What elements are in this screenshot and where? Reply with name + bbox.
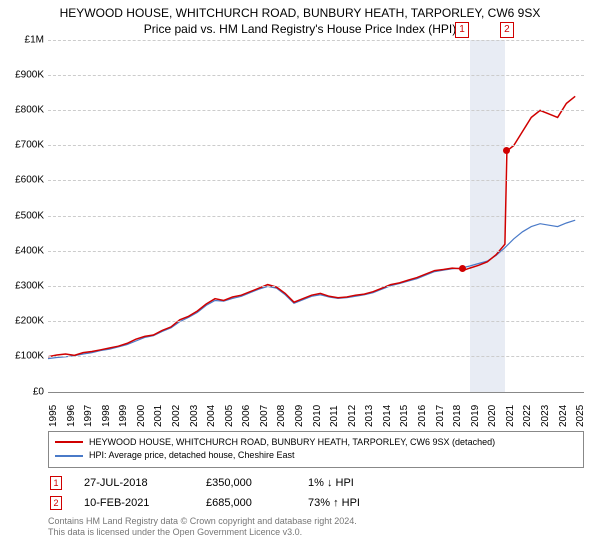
xtick-label: 2023 [540, 404, 551, 426]
xtick-label: 2012 [347, 404, 358, 426]
sale-point-dot [459, 265, 466, 272]
sale-row-marker: 2 [50, 496, 62, 510]
ytick-label: £1M [2, 34, 44, 45]
xtick-label: 1996 [66, 404, 77, 426]
xtick-label: 2010 [312, 404, 323, 426]
xtick-label: 2003 [189, 404, 200, 426]
ytick-label: £300K [2, 280, 44, 291]
xtick-label: 2016 [417, 404, 428, 426]
xtick-label: 2009 [294, 404, 305, 426]
xtick-label: 2017 [435, 404, 446, 426]
xtick-label: 2024 [558, 404, 569, 426]
xtick-label: 1998 [101, 404, 112, 426]
gridline-h [48, 216, 584, 217]
chart-legend: HEYWOOD HOUSE, WHITCHURCH ROAD, BUNBURY … [48, 431, 584, 468]
attribution-line1: Contains HM Land Registry data © Crown c… [48, 516, 584, 528]
ytick-label: £800K [2, 104, 44, 115]
gridline-h [48, 110, 584, 111]
xtick-label: 2005 [224, 404, 235, 426]
ytick-label: £200K [2, 316, 44, 327]
chart-container: HEYWOOD HOUSE, WHITCHURCH ROAD, BUNBURY … [0, 0, 600, 560]
gridline-h [48, 356, 584, 357]
legend-row-property: HEYWOOD HOUSE, WHITCHURCH ROAD, BUNBURY … [55, 436, 577, 450]
ytick-label: £700K [2, 140, 44, 151]
ytick-label: £900K [2, 69, 44, 80]
xtick-label: 2015 [399, 404, 410, 426]
gridline-h [48, 40, 584, 41]
ytick-label: £600K [2, 175, 44, 186]
attribution-text: Contains HM Land Registry data © Crown c… [48, 516, 584, 539]
xtick-label: 1999 [118, 404, 129, 426]
series-line-property [48, 96, 575, 357]
legend-label-hpi: HPI: Average price, detached house, Ches… [89, 449, 294, 463]
xtick-label: 1995 [48, 404, 59, 426]
sale-marker-1: 1 [455, 22, 469, 38]
xtick-label: 2019 [470, 404, 481, 426]
gridline-h [48, 251, 584, 252]
gridline-h [48, 286, 584, 287]
legend-label-property: HEYWOOD HOUSE, WHITCHURCH ROAD, BUNBURY … [89, 436, 495, 450]
legend-swatch-hpi [55, 455, 83, 457]
series-line-hpi [48, 220, 575, 358]
gridline-h [48, 180, 584, 181]
sale-date: 27-JUL-2018 [84, 474, 204, 492]
xtick-label: 1997 [83, 404, 94, 426]
ytick-label: £500K [2, 210, 44, 221]
sale-price: £685,000 [206, 494, 306, 512]
xtick-label: 2018 [452, 404, 463, 426]
xtick-label: 2020 [487, 404, 498, 426]
ytick-label: £100K [2, 351, 44, 362]
xtick-label: 2011 [329, 405, 340, 427]
ytick-label: £0 [2, 386, 44, 397]
sale-row-marker: 1 [50, 476, 62, 490]
sale-price: £350,000 [206, 474, 306, 492]
chart-plot-area: £0£100K£200K£300K£400K£500K£600K£700K£80… [48, 40, 584, 393]
chart-title-address: HEYWOOD HOUSE, WHITCHURCH ROAD, BUNBURY … [0, 0, 600, 22]
xtick-label: 2021 [505, 404, 516, 426]
sale-row: 2 10-FEB-2021£685,00073% ↑ HPI [50, 494, 370, 512]
gridline-h [48, 321, 584, 322]
xtick-label: 2002 [171, 404, 182, 426]
xtick-label: 2014 [382, 404, 393, 426]
legend-row-hpi: HPI: Average price, detached house, Ches… [55, 449, 577, 463]
sale-row: 1 27-JUL-2018£350,0001% ↓ HPI [50, 474, 370, 492]
sale-date: 10-FEB-2021 [84, 494, 204, 512]
xtick-label: 2022 [522, 404, 533, 426]
xtick-label: 2025 [575, 404, 586, 426]
sale-delta: 1% ↓ HPI [308, 474, 370, 492]
sales-table: 1 27-JUL-2018£350,0001% ↓ HPI 2 10-FEB-2021… [48, 472, 584, 514]
xtick-label: 2006 [241, 404, 252, 426]
ytick-label: £400K [2, 245, 44, 256]
attribution-line2: This data is licensed under the Open Gov… [48, 527, 584, 539]
xtick-label: 2013 [364, 404, 375, 426]
legend-swatch-property [55, 441, 83, 443]
xtick-label: 2000 [136, 404, 147, 426]
gridline-h [48, 75, 584, 76]
xtick-label: 2007 [259, 404, 270, 426]
gridline-h [48, 145, 584, 146]
xtick-label: 2004 [206, 404, 217, 426]
xtick-label: 2008 [276, 404, 287, 426]
sale-delta: 73% ↑ HPI [308, 494, 370, 512]
sale-marker-2: 2 [500, 22, 514, 38]
xtick-label: 2001 [153, 404, 164, 426]
